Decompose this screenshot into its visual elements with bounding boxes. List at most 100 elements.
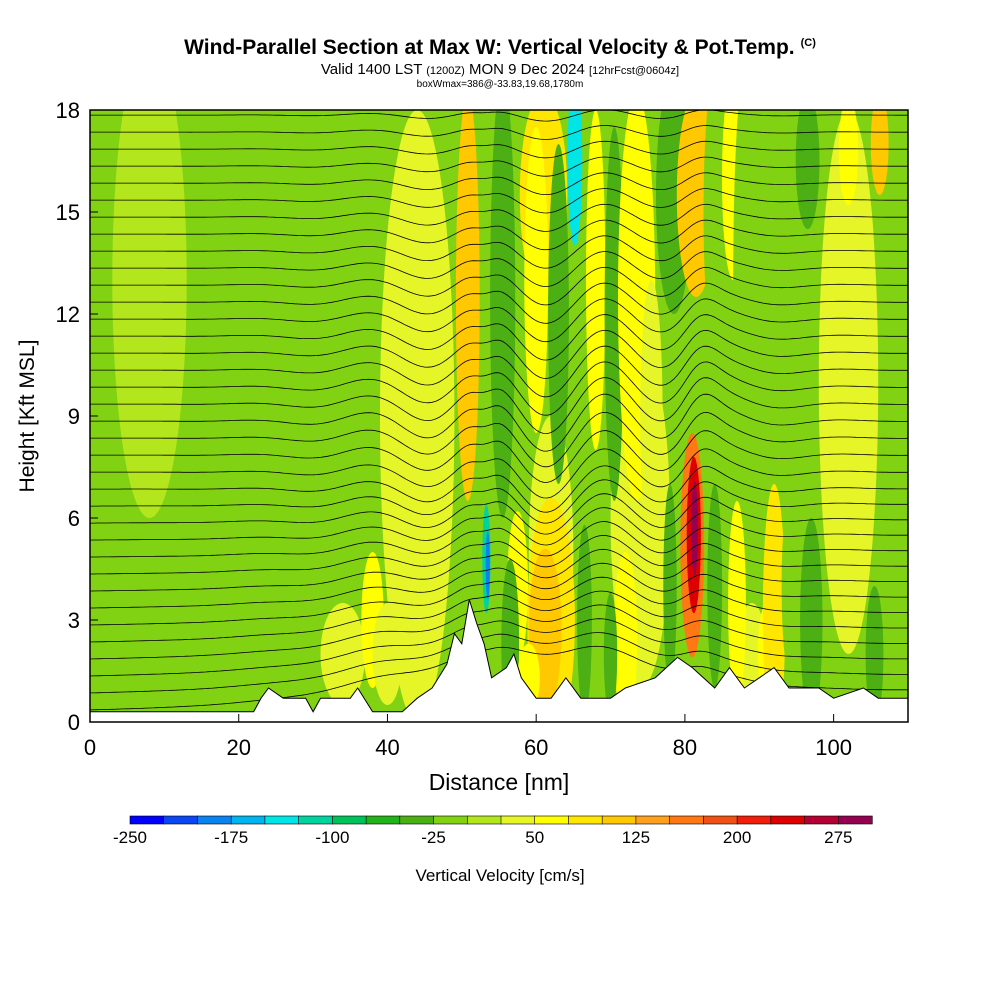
isentrope-line bbox=[90, 314, 908, 361]
isentrope-line bbox=[90, 377, 908, 435]
velocity-cell bbox=[380, 110, 455, 722]
velocity-cell bbox=[870, 110, 889, 195]
isentrope-line bbox=[90, 507, 908, 546]
isentrope-line bbox=[90, 235, 908, 269]
velocity-cell bbox=[762, 484, 786, 722]
velocity-cell bbox=[800, 518, 823, 722]
isentrope-line bbox=[90, 172, 908, 195]
velocity-cell bbox=[865, 586, 884, 722]
colorbar-swatch bbox=[230, 815, 266, 825]
isentrope-line bbox=[90, 110, 908, 122]
colorbar-swatch bbox=[399, 815, 435, 825]
plot-area bbox=[90, 110, 908, 722]
isentrope-line bbox=[90, 329, 908, 379]
velocity-cell bbox=[577, 524, 592, 716]
isentrope-line bbox=[90, 534, 908, 575]
x-tick-label: 80 bbox=[673, 735, 697, 760]
velocity-cell bbox=[112, 110, 187, 518]
isentrope-line bbox=[90, 493, 908, 535]
y-tick-label: 0 bbox=[68, 710, 80, 735]
colorbar-swatch bbox=[703, 815, 738, 825]
isentrope-line bbox=[90, 188, 908, 214]
velocity-cell bbox=[707, 484, 723, 688]
colorbar-swatch bbox=[197, 815, 232, 825]
terrain-mask bbox=[90, 599, 908, 722]
colorbar-swatch bbox=[669, 815, 704, 825]
velocity-cell bbox=[781, 501, 797, 671]
copyright-mark: (C) bbox=[800, 37, 816, 49]
velocity-cell bbox=[733, 110, 756, 484]
isentrope-line bbox=[90, 298, 908, 343]
colorbar-tick-label: 200 bbox=[723, 828, 751, 847]
velocity-cell bbox=[320, 603, 366, 705]
x-tick-label: 60 bbox=[524, 735, 548, 760]
velocity-cell bbox=[548, 144, 569, 484]
colorbar-swatch bbox=[837, 815, 873, 825]
colorbar-tick-label: 275 bbox=[824, 828, 852, 847]
colorbar-label: Vertical Velocity [cm/s] bbox=[415, 866, 584, 885]
colorbar-swatch bbox=[365, 815, 401, 825]
isentrope-line bbox=[90, 411, 908, 468]
y-tick-label: 9 bbox=[68, 404, 80, 429]
isentrope-line bbox=[90, 430, 908, 483]
velocity-cell bbox=[663, 484, 677, 688]
potential-temperature-contours bbox=[90, 110, 908, 711]
colorbar-tick-label: -250 bbox=[113, 828, 147, 847]
x-tick-label: 0 bbox=[84, 735, 96, 760]
velocity-cell bbox=[603, 592, 618, 716]
x-tick-label: 20 bbox=[226, 735, 250, 760]
isentrope-line bbox=[90, 479, 908, 524]
colorbar-swatch bbox=[163, 815, 198, 825]
isentrope-line bbox=[90, 604, 908, 660]
colorbar-swatch bbox=[264, 815, 300, 825]
isentrope-line bbox=[90, 345, 908, 398]
x-axis-label: Distance [nm] bbox=[429, 769, 570, 795]
y-tick-label: 18 bbox=[56, 98, 80, 123]
colorbar-swatch bbox=[433, 815, 468, 825]
x-tick-label: 100 bbox=[815, 735, 852, 760]
velocity-cell bbox=[640, 280, 663, 552]
colorbar-swatch bbox=[466, 815, 502, 825]
isentrope-line bbox=[90, 251, 908, 287]
isentrope-line bbox=[90, 361, 908, 416]
velocity-cell bbox=[567, 110, 583, 246]
isentrope-line bbox=[90, 448, 908, 499]
colorbar-swatch bbox=[332, 815, 367, 825]
isentrope-line bbox=[90, 576, 908, 626]
velocity-cell bbox=[703, 110, 726, 348]
velocity-cell bbox=[838, 110, 859, 206]
isentrope-line bbox=[90, 156, 908, 177]
y-tick-label: 6 bbox=[68, 506, 80, 531]
colorbar-swatch bbox=[500, 815, 536, 825]
velocity-cell bbox=[728, 501, 746, 705]
velocity-cell bbox=[372, 603, 403, 705]
y-tick-label: 12 bbox=[56, 302, 80, 327]
x-tick-label: 40 bbox=[375, 735, 399, 760]
velocity-cell bbox=[455, 110, 480, 501]
colorbar-swatch bbox=[129, 815, 165, 825]
isentrope-line bbox=[90, 266, 908, 306]
isentrope-line bbox=[90, 590, 908, 643]
velocity-cell bbox=[613, 552, 638, 722]
colorbar-swatch bbox=[568, 815, 603, 825]
colorbar-swatch bbox=[635, 815, 671, 825]
velocity-cell bbox=[485, 531, 490, 600]
y-tick-label: 3 bbox=[68, 608, 80, 633]
colorbar-swatch bbox=[534, 815, 570, 825]
velocity-cell bbox=[795, 110, 820, 229]
colorbar-tick-label: -25 bbox=[421, 828, 446, 847]
colorbar-swatch bbox=[770, 815, 806, 825]
y-axis-label: Height [Kft MSL] bbox=[16, 340, 39, 493]
velocity-cell bbox=[691, 480, 698, 576]
isentrope-line bbox=[90, 521, 908, 558]
isentrope-line bbox=[90, 140, 908, 159]
velocity-cell bbox=[586, 110, 606, 450]
velocity-cell bbox=[490, 110, 516, 518]
y-tick-label: 15 bbox=[56, 200, 80, 225]
colorbar-tick-label: -100 bbox=[315, 828, 349, 847]
colorbar-swatch bbox=[601, 815, 637, 825]
colorbar: -250 -175 -100 -25 50 125 200 275 bbox=[113, 815, 873, 847]
isentrope-line bbox=[90, 125, 908, 140]
x-axis: 0 20 40 60 80 100 bbox=[84, 714, 852, 760]
